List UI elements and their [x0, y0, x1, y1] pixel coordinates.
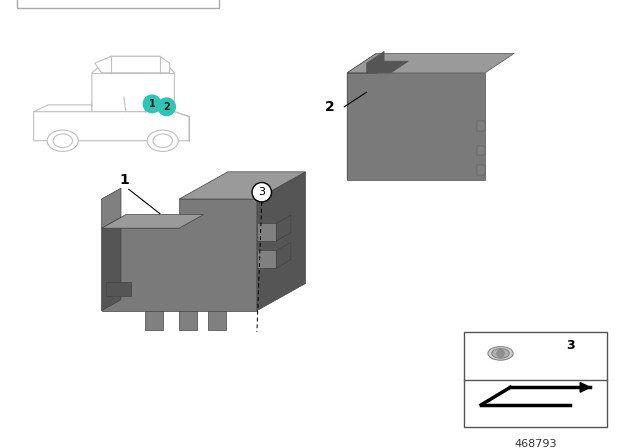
- Bar: [17, 0, 219, 8]
- Polygon shape: [34, 97, 189, 141]
- Polygon shape: [347, 73, 485, 180]
- Circle shape: [143, 95, 161, 112]
- Polygon shape: [347, 53, 514, 73]
- Polygon shape: [477, 165, 485, 175]
- Polygon shape: [102, 199, 257, 310]
- Ellipse shape: [53, 134, 72, 147]
- Ellipse shape: [147, 130, 179, 151]
- Polygon shape: [276, 215, 291, 241]
- Text: 1: 1: [119, 172, 129, 187]
- Polygon shape: [209, 310, 226, 330]
- Polygon shape: [257, 223, 276, 241]
- Text: 2: 2: [163, 102, 170, 112]
- Text: 468793: 468793: [515, 439, 557, 448]
- Ellipse shape: [153, 134, 172, 147]
- Circle shape: [497, 349, 504, 357]
- Polygon shape: [179, 310, 196, 330]
- Polygon shape: [92, 56, 174, 112]
- Circle shape: [252, 182, 271, 202]
- Polygon shape: [276, 242, 291, 268]
- Polygon shape: [257, 250, 276, 268]
- Ellipse shape: [47, 130, 78, 151]
- Polygon shape: [477, 146, 485, 155]
- Ellipse shape: [488, 347, 513, 360]
- Bar: [463, 332, 607, 427]
- Text: 2: 2: [325, 100, 335, 114]
- Circle shape: [158, 98, 175, 116]
- Text: 3: 3: [259, 187, 265, 197]
- Polygon shape: [102, 217, 121, 310]
- Polygon shape: [102, 215, 204, 228]
- Polygon shape: [477, 121, 485, 131]
- Polygon shape: [145, 310, 163, 330]
- Polygon shape: [367, 52, 408, 73]
- Polygon shape: [102, 188, 121, 228]
- Polygon shape: [179, 172, 305, 199]
- Text: 3: 3: [566, 339, 575, 352]
- Polygon shape: [106, 281, 131, 296]
- Polygon shape: [257, 172, 305, 310]
- Polygon shape: [347, 53, 376, 180]
- Ellipse shape: [492, 349, 509, 358]
- Polygon shape: [580, 383, 590, 392]
- Polygon shape: [95, 56, 170, 73]
- Text: 1: 1: [148, 99, 156, 109]
